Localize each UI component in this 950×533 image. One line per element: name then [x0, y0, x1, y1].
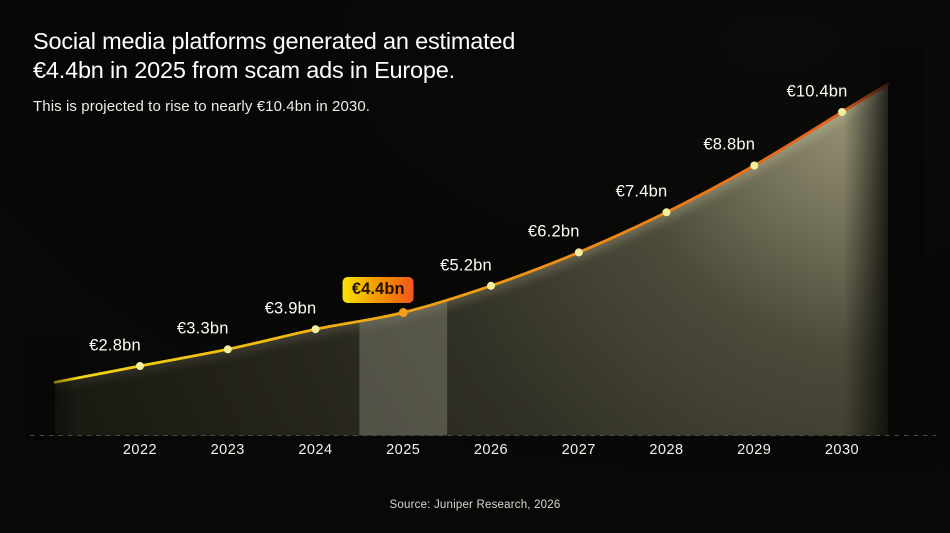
highlight-band-2025 [359, 84, 448, 436]
area-fill [55, 84, 888, 436]
data-point-2029 [750, 161, 759, 170]
data-point-2022 [136, 362, 144, 370]
data-point-2026 [487, 281, 495, 290]
data-points [136, 108, 846, 370]
data-point-2023 [223, 345, 232, 354]
chart-title: Social media platforms generated an esti… [33, 27, 515, 85]
data-point-2030 [838, 108, 846, 116]
data-point-2024 [311, 325, 320, 334]
chart-subtitle: This is projected to rise to nearly €10.… [33, 98, 371, 115]
chart-title-line2: €4.4bn in 2025 from scam ads in Europe. [33, 57, 455, 83]
left-edge-fade [26, 336, 78, 440]
source-note: Source: Juniper Research, 2026 [389, 498, 561, 511]
right-edge-fade [843, 48, 923, 440]
chart-title-line1: Social media platforms generated an esti… [33, 28, 516, 54]
data-point-2025 [398, 308, 408, 317]
data-point-2027 [574, 248, 583, 257]
header: Social media platforms generated an esti… [33, 27, 515, 116]
data-point-2028 [662, 208, 671, 217]
